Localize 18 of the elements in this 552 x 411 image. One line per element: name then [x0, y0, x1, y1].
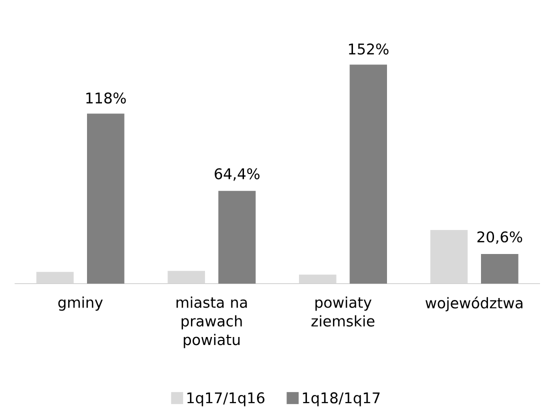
bar — [218, 191, 256, 284]
data-label: 64,4% — [214, 168, 260, 182]
bar — [87, 114, 124, 284]
data-label: 20,6% — [477, 232, 522, 244]
bar — [481, 254, 518, 284]
x-tick-label: powiaty ziemskie — [311, 296, 374, 327]
x-tick-label: gminy — [58, 296, 103, 311]
data-label: 118% — [86, 92, 126, 104]
x-tick-label: miasta na prawach powiatu — [176, 296, 247, 348]
bar — [430, 230, 468, 284]
bar — [350, 64, 387, 284]
legend-label: 1q18/1q17 — [302, 392, 380, 406]
bar — [168, 271, 206, 284]
data-label: 152% — [348, 44, 388, 55]
x-tick-label: województwa — [426, 296, 522, 312]
bar — [36, 272, 74, 284]
legend-label: 1q17/1q16 — [187, 392, 264, 406]
bar — [299, 274, 336, 284]
